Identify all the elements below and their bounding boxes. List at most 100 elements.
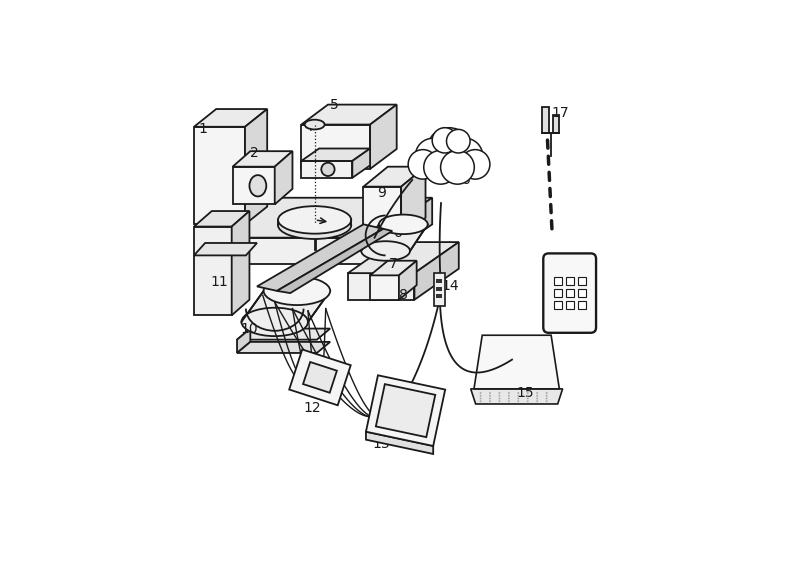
Text: 18: 18 (567, 268, 585, 282)
Polygon shape (277, 229, 392, 293)
Bar (566, 301, 574, 309)
Bar (434, 273, 446, 306)
Ellipse shape (278, 211, 351, 239)
Text: 2: 2 (250, 146, 258, 160)
Bar (542, 107, 549, 134)
Ellipse shape (250, 175, 266, 196)
Circle shape (489, 397, 491, 400)
Polygon shape (348, 242, 458, 273)
Circle shape (446, 130, 470, 153)
Circle shape (489, 392, 491, 394)
Circle shape (489, 395, 491, 397)
Polygon shape (290, 350, 350, 406)
Ellipse shape (305, 120, 325, 130)
Circle shape (479, 395, 482, 397)
Bar (566, 289, 574, 297)
Ellipse shape (264, 276, 330, 305)
Circle shape (526, 392, 529, 394)
Polygon shape (470, 389, 562, 404)
Polygon shape (366, 431, 433, 454)
Polygon shape (362, 225, 428, 251)
Circle shape (432, 128, 458, 153)
Ellipse shape (242, 308, 308, 336)
Bar (436, 287, 442, 291)
Circle shape (518, 395, 519, 397)
Circle shape (424, 150, 458, 184)
Text: 15: 15 (517, 386, 534, 400)
Polygon shape (303, 362, 337, 393)
Circle shape (518, 400, 519, 402)
Circle shape (408, 150, 438, 179)
Bar (553, 115, 559, 134)
Polygon shape (474, 335, 559, 389)
Text: 1: 1 (198, 122, 207, 136)
Polygon shape (302, 149, 370, 161)
Polygon shape (376, 384, 435, 437)
Bar (566, 277, 574, 285)
Circle shape (526, 400, 529, 402)
Text: 9: 9 (377, 186, 386, 200)
Circle shape (546, 400, 547, 402)
Circle shape (508, 400, 510, 402)
Text: 13: 13 (372, 437, 390, 451)
Circle shape (461, 150, 490, 179)
Text: 10: 10 (241, 321, 258, 336)
Polygon shape (302, 124, 370, 169)
Ellipse shape (379, 215, 428, 234)
Polygon shape (237, 328, 250, 353)
Polygon shape (194, 226, 232, 315)
Text: 14: 14 (441, 279, 458, 293)
Ellipse shape (362, 241, 410, 261)
Circle shape (518, 392, 519, 394)
Bar (578, 289, 586, 297)
Ellipse shape (278, 206, 351, 234)
Polygon shape (274, 151, 293, 204)
Bar (554, 289, 562, 297)
Circle shape (546, 392, 547, 394)
Polygon shape (215, 198, 432, 238)
Circle shape (498, 397, 501, 400)
Circle shape (508, 397, 510, 400)
Polygon shape (348, 273, 414, 300)
Text: 7: 7 (390, 257, 398, 271)
Polygon shape (233, 151, 293, 166)
Circle shape (415, 138, 450, 173)
Polygon shape (242, 291, 330, 322)
Circle shape (489, 400, 491, 402)
Polygon shape (302, 105, 397, 124)
Circle shape (546, 397, 547, 400)
Polygon shape (399, 261, 417, 300)
Text: 4: 4 (305, 120, 314, 134)
Circle shape (479, 400, 482, 402)
Circle shape (479, 397, 482, 400)
Bar (554, 277, 562, 285)
Polygon shape (363, 187, 401, 238)
Circle shape (479, 392, 482, 394)
Circle shape (498, 392, 501, 394)
Text: 12: 12 (304, 401, 322, 415)
Polygon shape (257, 224, 383, 291)
Circle shape (441, 150, 474, 184)
Circle shape (498, 395, 501, 397)
Bar (578, 277, 586, 285)
Bar (554, 301, 562, 309)
Circle shape (518, 397, 519, 400)
Text: 17: 17 (551, 107, 569, 120)
Polygon shape (401, 166, 426, 238)
Text: 6: 6 (394, 226, 403, 240)
Circle shape (546, 395, 547, 397)
Polygon shape (414, 242, 458, 300)
Circle shape (526, 397, 529, 400)
Circle shape (536, 392, 538, 394)
Polygon shape (370, 275, 399, 300)
Polygon shape (366, 376, 445, 446)
Circle shape (447, 138, 482, 173)
Text: 5: 5 (330, 97, 339, 112)
Circle shape (536, 400, 538, 402)
FancyBboxPatch shape (543, 253, 596, 333)
Polygon shape (215, 238, 374, 264)
Circle shape (508, 392, 510, 394)
Text: 8: 8 (399, 289, 408, 302)
Polygon shape (194, 243, 257, 255)
Polygon shape (237, 342, 330, 353)
